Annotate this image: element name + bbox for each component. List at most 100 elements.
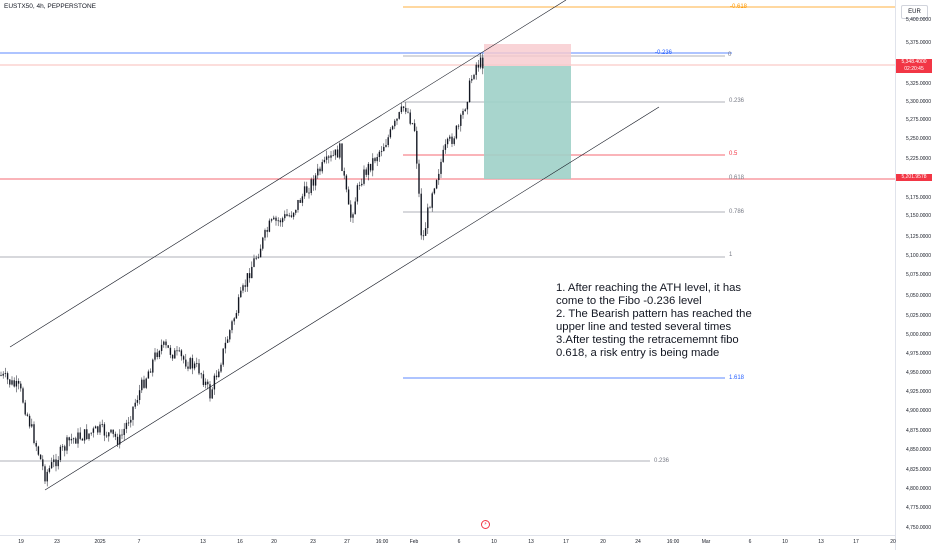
price-chart[interactable] [0, 0, 895, 535]
candle-body [218, 371, 220, 378]
candle-body [270, 219, 273, 221]
candle-body [380, 151, 383, 152]
time-tick-label: 10 [782, 539, 788, 545]
candle-body [345, 175, 348, 190]
candle-body [42, 459, 44, 467]
candle-body [308, 192, 310, 194]
time-axis[interactable]: 19 23 2025 7 13 16 20 23 27 16:00 Feb 6 10 13 17 20 24 16… [0, 535, 896, 551]
candle-body [343, 170, 345, 176]
time-tick-label: 20 [890, 539, 896, 545]
candle-body [367, 163, 370, 175]
fib-level-05: 0.5 [729, 151, 738, 157]
candle-body [405, 107, 407, 112]
candle-body [464, 109, 466, 111]
candle-body [200, 373, 202, 375]
economic-event-icon[interactable]: ⚡ [481, 520, 490, 529]
stop-loss-zone [484, 44, 571, 66]
candle-body [163, 341, 165, 345]
candle-body [79, 432, 81, 439]
fib-level-0236: 0.236 [729, 98, 745, 104]
candle-body [266, 230, 268, 232]
price-tick-label: 5,375.0000 [905, 40, 931, 46]
candle-body [451, 136, 453, 144]
candle-body [295, 209, 297, 213]
candle-body [70, 438, 73, 441]
candle-body [68, 437, 70, 441]
price-tick-label: 4,850.0000 [905, 447, 931, 453]
candle-body [391, 126, 394, 130]
candle-body [275, 217, 277, 221]
candle-body [431, 193, 433, 208]
candle-body [114, 433, 117, 437]
candle-body [332, 155, 334, 157]
note-line: 0.618, a risk entry is being made [556, 347, 720, 359]
candle-body [202, 374, 205, 385]
price-tick-label: 5,050.0000 [905, 293, 931, 299]
candle-body [198, 363, 200, 374]
candle-body [385, 145, 387, 147]
price-tick-label: 4,925.0000 [905, 389, 931, 395]
candle-body [141, 379, 143, 391]
currency-button[interactable]: EUR [901, 5, 928, 19]
candle-body [383, 146, 385, 152]
candle-body [449, 136, 451, 139]
candle-body [398, 112, 400, 119]
price-tick-label: 4,900.0000 [905, 408, 931, 414]
candle-body [0, 375, 2, 376]
candle-body [374, 158, 376, 162]
candle-body [9, 379, 11, 385]
candle-body [297, 199, 299, 210]
candle-body [156, 352, 158, 358]
price-tick-label: 5,325.0000 [905, 81, 931, 87]
candle-body [400, 106, 403, 113]
candle-body [257, 257, 260, 259]
candle-body [204, 381, 207, 385]
candle-body [466, 102, 469, 110]
candle-body [330, 155, 332, 158]
candle-body [438, 173, 440, 181]
candle-body [152, 359, 154, 373]
candle-body [92, 428, 95, 433]
price-axis[interactable]: EUR 5,400.0000 5,375.0000 5,325.0000 5,300.… [895, 0, 932, 550]
candle-body [59, 446, 62, 460]
candle-body [460, 114, 462, 126]
chart-area[interactable]: EUSTX50, 4h, PEPPERSTONE 0 -0.236 0.236 … [0, 0, 895, 535]
channel-upper-line [9, 0, 567, 348]
candle-body [119, 434, 121, 445]
candle-body [103, 424, 106, 436]
candle-body [158, 350, 161, 358]
candle-body [11, 380, 13, 385]
price-tick-label: 5,225.0000 [905, 156, 931, 162]
candle-body [352, 214, 354, 218]
price-tick-label: 4,875.0000 [905, 428, 931, 434]
candle-body [301, 196, 304, 203]
candle-body [182, 356, 185, 360]
candle-body [189, 358, 191, 369]
candle-body [361, 183, 363, 186]
candle-body [255, 257, 257, 259]
candle-body [317, 168, 319, 176]
candle-body [336, 149, 339, 158]
candle-body [372, 158, 374, 171]
candle-body [369, 163, 372, 171]
candle-body [17, 381, 20, 384]
analysis-note[interactable]: 1. After reaching the ATH level, it has … [556, 282, 756, 360]
candle-body [378, 151, 381, 158]
candle-body [222, 348, 224, 365]
candle-body [310, 179, 312, 194]
candle-body [462, 110, 464, 115]
candle-body [471, 78, 473, 81]
price-tick-label: 4,775.0000 [905, 505, 931, 511]
candle-body [143, 379, 145, 388]
candle-body [389, 129, 392, 138]
candle-body [178, 350, 180, 352]
candle-body [35, 442, 37, 447]
candle-body [215, 375, 218, 378]
bar-countdown: 02:20:45 [904, 66, 924, 72]
candle-body [457, 125, 460, 127]
candle-body [154, 352, 156, 360]
chart-title[interactable]: EUSTX50, 4h, PEPPERSTONE [4, 3, 96, 10]
candle-body [2, 373, 4, 376]
fib-level-0618: 0.618 [729, 175, 745, 181]
channel-lower-line [44, 106, 660, 491]
